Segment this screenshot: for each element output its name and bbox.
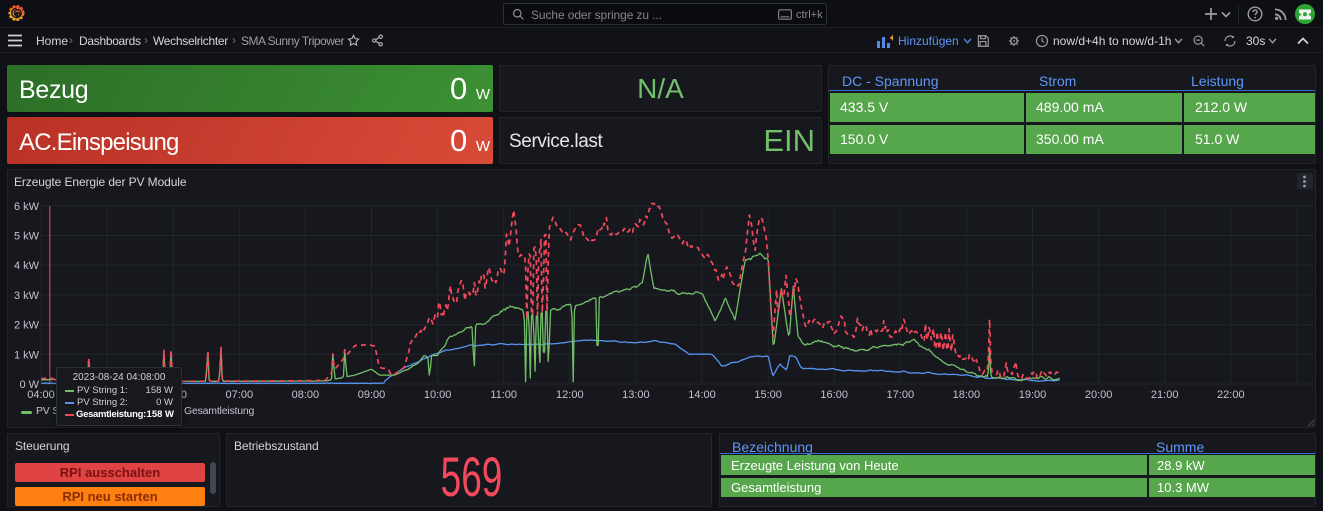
- svg-text:13:00: 13:00: [622, 389, 650, 401]
- svg-text:6 kW: 6 kW: [14, 201, 40, 213]
- svg-text:04:00: 04:00: [27, 389, 55, 401]
- svg-text:17:00: 17:00: [887, 389, 915, 401]
- svg-text:12:00: 12:00: [556, 389, 584, 401]
- svg-text:07:00: 07:00: [226, 389, 254, 401]
- svg-text:5 kW: 5 kW: [14, 231, 40, 243]
- svg-text:21:00: 21:00: [1151, 389, 1179, 401]
- svg-text:18:00: 18:00: [953, 389, 981, 401]
- svg-text:10:00: 10:00: [424, 389, 452, 401]
- svg-text:4 kW: 4 kW: [14, 260, 40, 272]
- svg-text:08:00: 08:00: [292, 389, 320, 401]
- svg-text:3 kW: 3 kW: [14, 290, 40, 302]
- svg-text:2 kW: 2 kW: [14, 320, 40, 332]
- svg-text:15:00: 15:00: [754, 389, 782, 401]
- svg-text:19:00: 19:00: [1019, 389, 1047, 401]
- svg-text:14:00: 14:00: [688, 389, 716, 401]
- svg-text:0 W: 0 W: [19, 379, 39, 391]
- svg-text:16:00: 16:00: [820, 389, 848, 401]
- svg-text:22:00: 22:00: [1217, 389, 1245, 401]
- svg-text:1 kW: 1 kW: [14, 349, 40, 361]
- svg-text:11:00: 11:00: [490, 389, 517, 401]
- svg-text:20:00: 20:00: [1085, 389, 1113, 401]
- svg-text:09:00: 09:00: [358, 389, 386, 401]
